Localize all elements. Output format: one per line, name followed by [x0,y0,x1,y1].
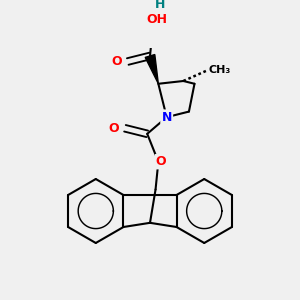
Text: N: N [161,111,172,124]
Text: O: O [156,155,167,168]
Text: O: O [111,55,122,68]
Text: O: O [109,122,119,135]
Text: OH: OH [146,13,167,26]
Text: H: H [154,0,165,11]
Text: CH₃: CH₃ [208,65,231,75]
Polygon shape [145,55,158,84]
